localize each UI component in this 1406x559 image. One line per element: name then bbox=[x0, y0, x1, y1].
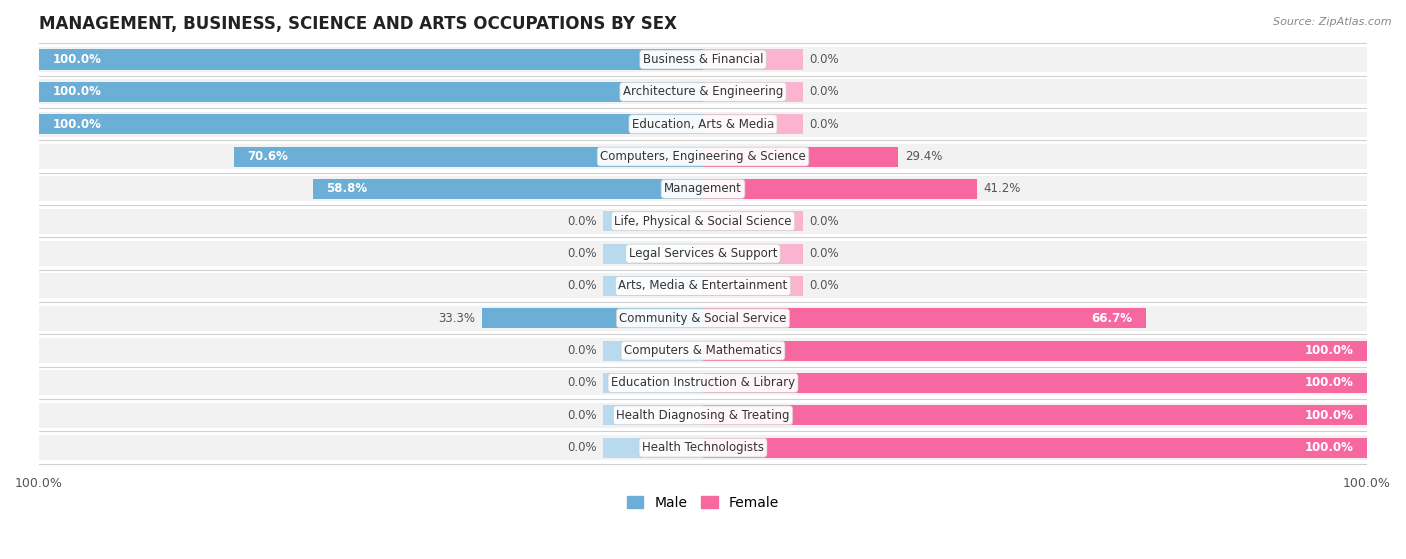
Bar bbox=[703, 276, 803, 296]
Bar bbox=[703, 308, 803, 328]
Bar bbox=[39, 403, 1367, 428]
Text: 0.0%: 0.0% bbox=[810, 247, 839, 260]
Text: 100.0%: 100.0% bbox=[52, 86, 101, 98]
Bar bbox=[703, 211, 803, 231]
Bar bbox=[703, 82, 803, 102]
Text: 0.0%: 0.0% bbox=[810, 86, 839, 98]
Bar bbox=[603, 179, 703, 199]
Text: 0.0%: 0.0% bbox=[567, 441, 596, 454]
Bar bbox=[39, 241, 1367, 266]
Bar bbox=[703, 146, 803, 167]
Text: 41.2%: 41.2% bbox=[983, 182, 1021, 196]
Legend: Male, Female: Male, Female bbox=[621, 490, 785, 515]
Text: 58.8%: 58.8% bbox=[326, 182, 367, 196]
Text: Health Diagnosing & Treating: Health Diagnosing & Treating bbox=[616, 409, 790, 422]
Text: 100.0%: 100.0% bbox=[52, 53, 101, 66]
Text: Education Instruction & Library: Education Instruction & Library bbox=[612, 376, 794, 390]
Bar bbox=[39, 306, 1367, 331]
Bar bbox=[39, 82, 703, 102]
Bar bbox=[703, 244, 803, 264]
Text: Legal Services & Support: Legal Services & Support bbox=[628, 247, 778, 260]
Bar bbox=[703, 373, 1367, 393]
Bar bbox=[603, 438, 703, 458]
Bar bbox=[603, 211, 703, 231]
Text: Computers, Engineering & Science: Computers, Engineering & Science bbox=[600, 150, 806, 163]
Bar bbox=[603, 244, 703, 264]
Text: 66.7%: 66.7% bbox=[1091, 312, 1133, 325]
Bar bbox=[603, 50, 703, 69]
Text: Life, Physical & Social Science: Life, Physical & Social Science bbox=[614, 215, 792, 228]
Bar bbox=[703, 438, 803, 458]
Bar bbox=[39, 114, 703, 134]
Text: 0.0%: 0.0% bbox=[810, 215, 839, 228]
Bar bbox=[703, 373, 803, 393]
Text: 0.0%: 0.0% bbox=[810, 280, 839, 292]
Text: Education, Arts & Media: Education, Arts & Media bbox=[631, 118, 775, 131]
Bar bbox=[603, 276, 703, 296]
Text: 0.0%: 0.0% bbox=[567, 376, 596, 390]
Text: 100.0%: 100.0% bbox=[1305, 376, 1354, 390]
Text: 70.6%: 70.6% bbox=[247, 150, 288, 163]
Text: 0.0%: 0.0% bbox=[567, 344, 596, 357]
Bar bbox=[39, 209, 1367, 234]
Text: 0.0%: 0.0% bbox=[567, 280, 596, 292]
Bar bbox=[603, 114, 703, 134]
Bar bbox=[482, 308, 703, 328]
Text: 100.0%: 100.0% bbox=[1305, 344, 1354, 357]
Bar bbox=[39, 47, 1367, 72]
Bar bbox=[703, 146, 898, 167]
Bar bbox=[703, 114, 803, 134]
Bar bbox=[603, 405, 703, 425]
Text: MANAGEMENT, BUSINESS, SCIENCE AND ARTS OCCUPATIONS BY SEX: MANAGEMENT, BUSINESS, SCIENCE AND ARTS O… bbox=[39, 15, 676, 33]
Text: 0.0%: 0.0% bbox=[810, 53, 839, 66]
Bar bbox=[39, 177, 1367, 201]
Bar bbox=[603, 340, 703, 361]
Text: Health Technologists: Health Technologists bbox=[643, 441, 763, 454]
Bar bbox=[603, 82, 703, 102]
Bar bbox=[703, 308, 1146, 328]
Bar bbox=[703, 405, 803, 425]
Text: Source: ZipAtlas.com: Source: ZipAtlas.com bbox=[1274, 17, 1392, 27]
Text: Architecture & Engineering: Architecture & Engineering bbox=[623, 86, 783, 98]
Text: 29.4%: 29.4% bbox=[905, 150, 942, 163]
Bar bbox=[703, 438, 1367, 458]
Text: Business & Financial: Business & Financial bbox=[643, 53, 763, 66]
Bar bbox=[39, 50, 703, 69]
Bar bbox=[703, 340, 1367, 361]
Bar bbox=[39, 144, 1367, 169]
Bar bbox=[603, 146, 703, 167]
Bar bbox=[39, 112, 1367, 136]
Text: 100.0%: 100.0% bbox=[1305, 441, 1354, 454]
Text: Management: Management bbox=[664, 182, 742, 196]
Text: 100.0%: 100.0% bbox=[52, 118, 101, 131]
Bar bbox=[703, 179, 977, 199]
Text: Community & Social Service: Community & Social Service bbox=[619, 312, 787, 325]
Bar bbox=[39, 338, 1367, 363]
Text: 0.0%: 0.0% bbox=[567, 247, 596, 260]
Bar bbox=[235, 146, 703, 167]
Bar bbox=[703, 50, 803, 69]
Bar bbox=[39, 79, 1367, 105]
Text: 0.0%: 0.0% bbox=[567, 409, 596, 422]
Bar bbox=[39, 371, 1367, 395]
Bar bbox=[603, 308, 703, 328]
Bar bbox=[39, 273, 1367, 299]
Text: Arts, Media & Entertainment: Arts, Media & Entertainment bbox=[619, 280, 787, 292]
Text: 100.0%: 100.0% bbox=[1305, 409, 1354, 422]
Bar bbox=[703, 340, 803, 361]
Text: 0.0%: 0.0% bbox=[810, 118, 839, 131]
Text: 33.3%: 33.3% bbox=[439, 312, 475, 325]
Text: Computers & Mathematics: Computers & Mathematics bbox=[624, 344, 782, 357]
Text: 0.0%: 0.0% bbox=[567, 215, 596, 228]
Bar bbox=[603, 373, 703, 393]
Bar bbox=[703, 405, 1367, 425]
Bar bbox=[312, 179, 703, 199]
Bar bbox=[703, 179, 803, 199]
Bar bbox=[39, 435, 1367, 460]
